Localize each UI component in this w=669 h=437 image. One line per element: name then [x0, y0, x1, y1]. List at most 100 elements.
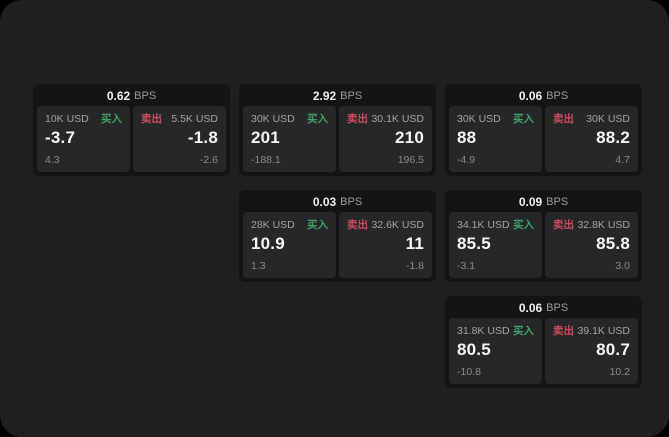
- bps-value: 0.06: [518, 301, 543, 315]
- quote-card: 0.06 BPS 30K USD 买入 88 -4.9 卖出 30K USD: [445, 84, 642, 176]
- buy-quote-tile[interactable]: 30K USD 买入 201 -188.1: [243, 106, 336, 172]
- quote-grid: 0.62 BPS 10K USD 买入 -3.7 4.3 卖出 5.5K USD: [33, 84, 642, 388]
- buy-notional: 34.1K USD: [457, 219, 510, 231]
- bps-header: 0.62 BPS: [37, 87, 226, 105]
- buy-price: 80.5: [457, 340, 491, 359]
- buy-price: 85.5: [457, 234, 491, 253]
- sell-side-label: 卖出: [553, 325, 574, 337]
- buy-notional: 30K USD: [251, 113, 295, 125]
- sell-change: -2.6: [199, 154, 218, 166]
- bps-header: 2.92 BPS: [243, 87, 432, 105]
- sell-notional: 32.6K USD: [371, 219, 424, 231]
- quote-body: 30K USD 买入 201 -188.1 卖出 30.1K USD 210 1…: [243, 106, 432, 172]
- sell-change: -1.8: [405, 260, 424, 272]
- buy-quote-tile[interactable]: 28K USD 买入 10.9 1.3: [243, 212, 336, 278]
- sell-side-label: 卖出: [553, 219, 574, 231]
- bps-unit-label: BPS: [340, 196, 363, 208]
- quote-top-row: 卖出 5.5K USD: [141, 113, 218, 125]
- quote-card: 0.06 BPS 31.8K USD 买入 80.5 -10.8 卖出 39.1…: [445, 296, 642, 388]
- buy-notional: 28K USD: [251, 219, 295, 231]
- quote-body: 34.1K USD 买入 85.5 -3.1 卖出 32.8K USD 85.8…: [449, 212, 638, 278]
- buy-side-label: 买入: [513, 325, 534, 337]
- bps-header: 0.03 BPS: [243, 193, 432, 211]
- sell-quote-tile[interactable]: 卖出 32.6K USD 11 -1.8: [339, 212, 432, 278]
- bps-value: 0.62: [106, 89, 131, 103]
- sell-side-label: 卖出: [553, 113, 574, 125]
- quote-top-row: 34.1K USD 买入: [457, 219, 534, 231]
- bps-value: 0.09: [518, 195, 543, 209]
- quote-card: 0.62 BPS 10K USD 买入 -3.7 4.3 卖出 5.5K USD: [33, 84, 230, 176]
- buy-quote-tile[interactable]: 31.8K USD 买入 80.5 -10.8: [449, 318, 542, 384]
- buy-price: -3.7: [45, 128, 76, 147]
- sell-price: 210: [395, 128, 424, 147]
- sell-side-label: 卖出: [347, 113, 368, 125]
- buy-change: -4.9: [457, 154, 476, 166]
- buy-notional: 31.8K USD: [457, 325, 510, 337]
- quote-top-row: 30K USD 买入: [251, 113, 328, 125]
- bps-unit-label: BPS: [134, 90, 157, 102]
- sell-quote-tile[interactable]: 卖出 30K USD 88.2 4.7: [545, 106, 638, 172]
- sell-price: 11: [405, 234, 424, 253]
- bps-unit-label: BPS: [546, 90, 569, 102]
- bps-unit-label: BPS: [546, 302, 569, 314]
- sell-change: 3.0: [615, 260, 630, 272]
- quote-top-row: 卖出 32.8K USD: [553, 219, 630, 231]
- sell-quote-tile[interactable]: 卖出 30.1K USD 210 196.5: [339, 106, 432, 172]
- sell-price: 80.7: [596, 340, 630, 359]
- bps-header: 0.06 BPS: [449, 299, 638, 317]
- bps-value: 2.92: [312, 89, 337, 103]
- bps-value: 0.03: [312, 195, 337, 209]
- quote-card: 2.92 BPS 30K USD 买入 201 -188.1 卖出 30.1K …: [239, 84, 436, 176]
- bps-header: 0.09 BPS: [449, 193, 638, 211]
- buy-side-label: 买入: [513, 113, 534, 125]
- quote-top-row: 28K USD 买入: [251, 219, 328, 231]
- buy-quote-tile[interactable]: 34.1K USD 买入 85.5 -3.1: [449, 212, 542, 278]
- quote-body: 31.8K USD 买入 80.5 -10.8 卖出 39.1K USD 80.…: [449, 318, 638, 384]
- sell-quote-tile[interactable]: 卖出 5.5K USD -1.8 -2.6: [133, 106, 226, 172]
- buy-side-label: 买入: [307, 113, 328, 125]
- buy-price: 88: [457, 128, 477, 147]
- bps-value: 0.06: [518, 89, 543, 103]
- sell-notional: 5.5K USD: [171, 113, 218, 125]
- quote-body: 30K USD 买入 88 -4.9 卖出 30K USD 88.2 4.7: [449, 106, 638, 172]
- bps-unit-label: BPS: [546, 196, 569, 208]
- buy-side-label: 买入: [307, 219, 328, 231]
- quote-body: 28K USD 买入 10.9 1.3 卖出 32.6K USD 11 -1.8: [243, 212, 432, 278]
- sell-change: 196.5: [397, 154, 424, 166]
- buy-change: -3.1: [457, 260, 476, 272]
- sell-notional: 32.8K USD: [577, 219, 630, 231]
- sell-quote-tile[interactable]: 卖出 39.1K USD 80.7 10.2: [545, 318, 638, 384]
- buy-side-label: 买入: [101, 113, 122, 125]
- buy-price: 201: [251, 128, 280, 147]
- sell-quote-tile[interactable]: 卖出 32.8K USD 85.8 3.0: [545, 212, 638, 278]
- sell-change: 4.7: [615, 154, 630, 166]
- quote-top-row: 卖出 30.1K USD: [347, 113, 424, 125]
- buy-change: -10.8: [457, 366, 481, 378]
- bps-unit-label: BPS: [340, 90, 363, 102]
- quote-top-row: 卖出 39.1K USD: [553, 325, 630, 337]
- quote-top-row: 31.8K USD 买入: [457, 325, 534, 337]
- sell-change: 10.2: [609, 366, 630, 378]
- buy-change: -188.1: [251, 154, 281, 166]
- quote-top-row: 卖出 30K USD: [553, 113, 630, 125]
- buy-change: 4.3: [45, 154, 60, 166]
- sell-price: 85.8: [596, 234, 630, 253]
- quote-top-row: 卖出 32.6K USD: [347, 219, 424, 231]
- quote-body: 10K USD 买入 -3.7 4.3 卖出 5.5K USD -1.8 -2.…: [37, 106, 226, 172]
- sell-notional: 30K USD: [586, 113, 630, 125]
- quote-top-row: 30K USD 买入: [457, 113, 534, 125]
- quote-top-row: 10K USD 买入: [45, 113, 122, 125]
- buy-notional: 30K USD: [457, 113, 501, 125]
- buy-notional: 10K USD: [45, 113, 89, 125]
- quote-card: 0.03 BPS 28K USD 买入 10.9 1.3 卖出 32.6K US…: [239, 190, 436, 282]
- sell-price: 88.2: [596, 128, 630, 147]
- buy-side-label: 买入: [513, 219, 534, 231]
- sell-side-label: 卖出: [141, 113, 162, 125]
- sell-side-label: 卖出: [347, 219, 368, 231]
- buy-change: 1.3: [251, 260, 266, 272]
- sell-price: -1.8: [187, 128, 218, 147]
- buy-quote-tile[interactable]: 30K USD 买入 88 -4.9: [449, 106, 542, 172]
- buy-price: 10.9: [251, 234, 285, 253]
- buy-quote-tile[interactable]: 10K USD 买入 -3.7 4.3: [37, 106, 130, 172]
